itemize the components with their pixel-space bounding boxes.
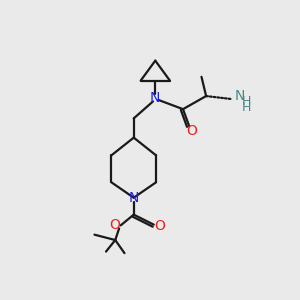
- Text: O: O: [109, 218, 120, 232]
- Text: H: H: [242, 95, 251, 108]
- Text: H: H: [242, 101, 251, 114]
- Text: O: O: [186, 124, 197, 139]
- Text: N: N: [128, 191, 139, 205]
- Text: N: N: [150, 91, 160, 105]
- Text: N: N: [235, 89, 245, 103]
- Text: O: O: [154, 219, 165, 233]
